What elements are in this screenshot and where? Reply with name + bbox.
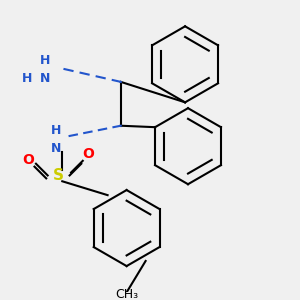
Text: O: O bbox=[83, 147, 94, 161]
Text: N: N bbox=[40, 72, 50, 85]
Text: H: H bbox=[40, 54, 50, 67]
Text: CH₃: CH₃ bbox=[115, 288, 138, 300]
Text: S: S bbox=[52, 168, 63, 183]
Text: H: H bbox=[22, 72, 32, 85]
Text: H: H bbox=[51, 124, 62, 137]
Text: N: N bbox=[51, 142, 62, 155]
Text: O: O bbox=[23, 153, 34, 167]
